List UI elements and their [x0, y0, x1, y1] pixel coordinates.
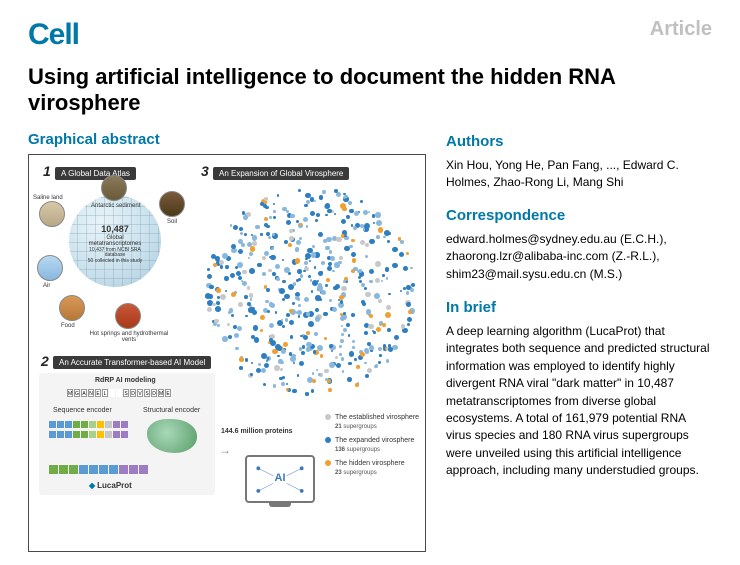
sequence-blocks: MGANEL SDVSDME	[67, 389, 171, 397]
encoder-merged-row	[49, 465, 148, 474]
sample-node	[101, 175, 127, 201]
globe-stat: 10,487 Global metatranscriptomes 10,437 …	[85, 225, 145, 265]
encoder-row	[49, 421, 128, 428]
panel-3-number: 3	[201, 163, 209, 179]
rdpr-label: RdRP AI modeling	[95, 377, 156, 384]
sample-label: Antarctic sediment	[91, 203, 140, 209]
monitor-icon: AI	[245, 455, 315, 503]
authors-heading: Authors	[446, 131, 712, 153]
sample-node	[159, 191, 185, 217]
protein-structure-icon	[147, 419, 197, 453]
sample-label: Food	[61, 323, 75, 329]
lucaprot-label: LucaProt	[89, 481, 132, 490]
graphical-abstract-heading: Graphical abstract	[28, 131, 426, 148]
virosphere-dotcloud	[201, 183, 419, 401]
article-type-label: Article	[650, 18, 712, 41]
journal-name: Cell	[28, 18, 79, 52]
virosphere-legend: The established virosphere21 supergroups…	[325, 413, 419, 482]
panel-1-badge: A Global Data Atlas	[55, 167, 136, 180]
authors-list: Xin Hou, Yong He, Pan Fang, ..., Edward …	[446, 157, 712, 192]
protein-count: 144.6 million proteins	[221, 428, 293, 435]
graphical-abstract-figure: 1 A Global Data Atlas 10,487 Global meta…	[28, 154, 426, 552]
sample-label: Air	[43, 283, 50, 289]
struct-encoder-label: Structural encoder	[143, 407, 200, 414]
sample-node	[39, 201, 65, 227]
sample-node	[115, 303, 141, 329]
panel-3-badge: An Expansion of Global Virosphere	[213, 167, 349, 180]
sample-label: Hot springs and hydrothermal vents	[89, 331, 169, 343]
correspondence-heading: Correspondence	[446, 205, 712, 227]
arrow-icon: →	[219, 443, 231, 457]
panel-2-number: 2	[41, 353, 49, 369]
seq-encoder-label: Sequence encoder	[53, 407, 112, 414]
panel-2-badge: An Accurate Transformer-based AI Model	[53, 356, 211, 369]
correspondence-text: edward.holmes@sydney.edu.au (E.C.H.), zh…	[446, 231, 712, 283]
encoder-row	[49, 431, 128, 438]
article-title: Using artificial intelligence to documen…	[28, 64, 712, 117]
sample-label: Soil	[167, 219, 177, 225]
inbrief-text: A deep learning algorithm (LucaProt) tha…	[446, 323, 712, 480]
sample-node	[37, 255, 63, 281]
panel-1-number: 1	[43, 163, 51, 179]
sample-label: Saline land	[33, 195, 63, 201]
sample-node	[59, 295, 85, 321]
inbrief-heading: In brief	[446, 297, 712, 319]
